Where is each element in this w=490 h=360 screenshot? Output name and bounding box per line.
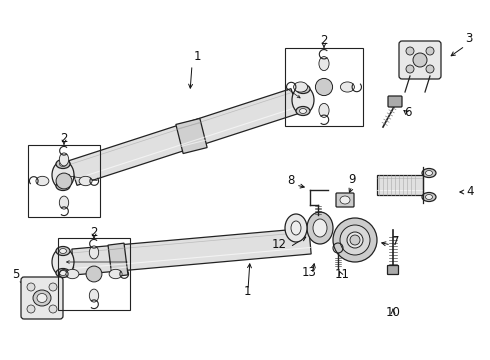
FancyBboxPatch shape xyxy=(399,41,441,79)
Circle shape xyxy=(426,65,434,73)
Bar xyxy=(285,48,363,126)
Ellipse shape xyxy=(296,85,310,94)
Text: 2: 2 xyxy=(320,34,328,47)
Ellipse shape xyxy=(89,289,98,302)
Text: 8: 8 xyxy=(288,174,295,187)
Ellipse shape xyxy=(59,153,69,166)
Text: 10: 10 xyxy=(386,306,400,319)
Circle shape xyxy=(413,53,427,67)
Ellipse shape xyxy=(425,194,433,199)
Text: 13: 13 xyxy=(301,266,317,279)
Text: 2: 2 xyxy=(60,132,68,145)
Ellipse shape xyxy=(313,219,327,237)
Ellipse shape xyxy=(56,269,70,278)
Ellipse shape xyxy=(340,196,350,204)
Ellipse shape xyxy=(299,108,307,113)
Ellipse shape xyxy=(33,290,51,306)
Ellipse shape xyxy=(333,218,377,262)
Text: 5: 5 xyxy=(12,268,20,281)
FancyBboxPatch shape xyxy=(21,277,63,319)
Circle shape xyxy=(406,65,414,73)
Ellipse shape xyxy=(341,82,354,92)
Ellipse shape xyxy=(294,82,308,92)
Text: 3: 3 xyxy=(465,32,472,45)
Ellipse shape xyxy=(296,107,310,116)
Text: 2: 2 xyxy=(90,226,98,239)
Ellipse shape xyxy=(79,176,92,186)
Polygon shape xyxy=(377,175,423,195)
Text: 1: 1 xyxy=(193,50,201,63)
Text: 9: 9 xyxy=(348,173,356,186)
Ellipse shape xyxy=(292,86,314,114)
Circle shape xyxy=(27,283,35,291)
Ellipse shape xyxy=(52,161,74,189)
Ellipse shape xyxy=(56,173,72,189)
Text: 12: 12 xyxy=(272,238,287,251)
Ellipse shape xyxy=(109,269,122,279)
Circle shape xyxy=(350,235,360,245)
Text: 4: 4 xyxy=(466,185,473,198)
FancyBboxPatch shape xyxy=(388,96,402,107)
Ellipse shape xyxy=(299,86,307,91)
Ellipse shape xyxy=(59,196,69,209)
Polygon shape xyxy=(72,228,311,275)
Polygon shape xyxy=(108,243,128,277)
Ellipse shape xyxy=(285,214,307,242)
Bar xyxy=(58,238,130,310)
FancyBboxPatch shape xyxy=(388,266,398,274)
Ellipse shape xyxy=(422,193,436,202)
Ellipse shape xyxy=(59,162,67,166)
Ellipse shape xyxy=(316,78,333,96)
Ellipse shape xyxy=(59,248,67,253)
Text: 7: 7 xyxy=(392,235,399,248)
Ellipse shape xyxy=(319,103,329,117)
Text: 11: 11 xyxy=(335,268,349,281)
Polygon shape xyxy=(176,118,207,154)
Ellipse shape xyxy=(347,232,363,248)
Circle shape xyxy=(49,283,57,291)
Ellipse shape xyxy=(307,212,333,244)
Ellipse shape xyxy=(56,181,70,190)
Ellipse shape xyxy=(340,225,370,255)
Ellipse shape xyxy=(56,247,70,256)
Ellipse shape xyxy=(86,266,102,282)
Ellipse shape xyxy=(59,184,67,189)
Circle shape xyxy=(49,305,57,313)
Ellipse shape xyxy=(291,221,301,235)
Bar xyxy=(28,145,100,217)
Ellipse shape xyxy=(37,293,47,302)
Ellipse shape xyxy=(59,270,67,275)
Ellipse shape xyxy=(52,248,74,276)
Ellipse shape xyxy=(89,246,98,259)
Circle shape xyxy=(27,305,35,313)
Ellipse shape xyxy=(319,57,329,71)
Ellipse shape xyxy=(56,159,70,168)
Polygon shape xyxy=(69,89,299,185)
Text: 6: 6 xyxy=(404,106,412,119)
Ellipse shape xyxy=(425,171,433,176)
Ellipse shape xyxy=(36,176,49,186)
Circle shape xyxy=(426,47,434,55)
Ellipse shape xyxy=(422,168,436,177)
FancyBboxPatch shape xyxy=(336,193,354,207)
Text: 1: 1 xyxy=(243,285,251,298)
Circle shape xyxy=(406,47,414,55)
Ellipse shape xyxy=(66,269,79,279)
